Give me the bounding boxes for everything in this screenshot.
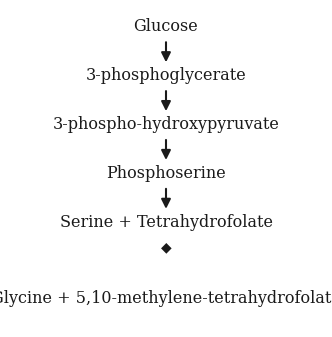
Text: Serine + Tetrahydrofolate: Serine + Tetrahydrofolate (59, 214, 273, 231)
Text: 3-phosphoglycerate: 3-phosphoglycerate (86, 67, 246, 84)
Text: Phosphoserine: Phosphoserine (106, 165, 226, 182)
Text: Glucose: Glucose (133, 19, 199, 35)
Text: 3-phospho-hydroxypyruvate: 3-phospho-hydroxypyruvate (52, 116, 280, 133)
Text: Glycine + 5,10-methylene-tetrahydrofolate: Glycine + 5,10-methylene-tetrahydrofolat… (0, 290, 332, 307)
Text: ◆: ◆ (161, 241, 171, 255)
